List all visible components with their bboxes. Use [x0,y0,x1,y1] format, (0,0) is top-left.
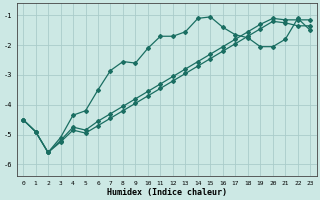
X-axis label: Humidex (Indice chaleur): Humidex (Indice chaleur) [107,188,227,197]
